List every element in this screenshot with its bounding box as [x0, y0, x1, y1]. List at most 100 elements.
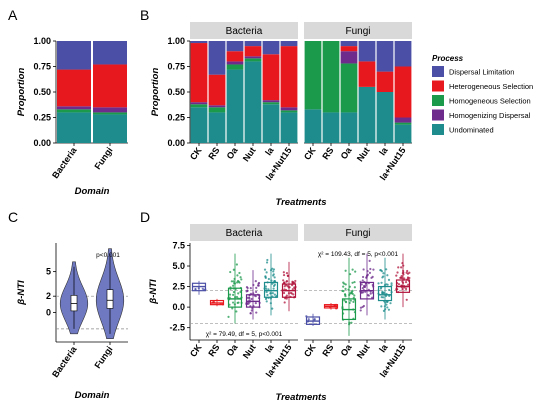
b-bar-segment — [376, 71, 394, 92]
d-jitter-point — [231, 307, 234, 310]
b-x-tick-label: CK — [302, 145, 318, 162]
legend: Process Dispersal Limitation Heterogeneous… — [432, 54, 533, 135]
d-jitter-point — [293, 286, 296, 289]
b-bar-segment — [304, 109, 322, 143]
a-y-tick-label: 0.75 — [33, 62, 51, 72]
d-stats-annotation-fungi: χ² = 109.43, df = 5, p<0.001 — [318, 251, 399, 258]
b-bar-segment — [358, 41, 376, 62]
d-jitter-point — [282, 271, 285, 274]
d-jitter-point — [344, 295, 347, 298]
d-jitter-point — [240, 278, 243, 281]
d-jitter-point — [343, 282, 346, 285]
d-jitter-point — [405, 287, 408, 291]
legend-item-label: Heterogeneous Selection — [449, 82, 533, 91]
d-jitter-point — [254, 302, 257, 305]
panel-label-d: D — [140, 209, 150, 225]
d-jitter-point — [382, 296, 385, 299]
d-jitter-point — [271, 267, 274, 270]
b-bar-segment — [340, 63, 358, 113]
panel-label-c: C — [8, 209, 18, 225]
d-x-tick-label: CK — [188, 342, 204, 359]
b-bar-segment — [262, 54, 280, 101]
d-jitter-point — [273, 276, 276, 279]
d-jitter-point — [286, 274, 290, 277]
d-jitter-point — [255, 286, 258, 289]
b-x-tick-label: Nut — [241, 145, 258, 163]
d-jitter-point — [235, 310, 238, 313]
d-jitter-point — [265, 271, 268, 274]
b-bar-segment — [190, 104, 208, 108]
d-jitter-point — [231, 301, 235, 304]
d-x-tick-label: la — [263, 342, 276, 355]
d-x-tick-label: Oa — [339, 342, 355, 358]
d-facet-strip — [304, 224, 412, 241]
d-y-tick-label: 5.0 — [172, 261, 185, 271]
d-jitter-point — [382, 275, 385, 278]
d-jitter-point — [265, 287, 268, 290]
b-x-tick-label: CK — [188, 145, 204, 162]
d-jitter-point — [380, 270, 384, 273]
d-iqr-box — [377, 285, 393, 302]
a-bar-segment — [93, 107, 127, 113]
b-x-tick-label: Oa — [339, 145, 355, 161]
b-x-tick-label: RS — [320, 145, 335, 161]
d-jitter-point — [370, 276, 373, 279]
b-bar-segment — [280, 110, 298, 113]
d-jitter-point — [385, 303, 388, 306]
d-jitter-point — [389, 302, 392, 305]
b-bar-segment — [322, 112, 340, 143]
b-bar-segment — [340, 46, 358, 52]
a-bar-segment — [57, 109, 91, 113]
legend-item-label: Homogenizing Dispersal — [449, 111, 531, 120]
d-jitter-point — [285, 280, 288, 283]
d-jitter-point — [232, 268, 235, 271]
d-jitter-point — [250, 309, 253, 312]
d-jitter-point — [405, 271, 408, 274]
legend-item-label: Undominated — [449, 126, 494, 135]
d-jitter-point — [263, 268, 267, 271]
d-jitter-point — [236, 274, 239, 277]
d-jitter-point — [285, 272, 289, 275]
b-y-tick-label: 0.00 — [167, 138, 185, 148]
d-jitter-point — [232, 284, 235, 287]
d-jitter-point — [387, 308, 391, 311]
b-bar-segment — [208, 105, 226, 108]
b-bar-segment — [340, 41, 358, 47]
d-jitter-point — [385, 268, 388, 271]
a-y-tick-label: 1.00 — [33, 36, 51, 46]
chart-a: 0.00 0.25 0.50 0.75 1.00 Bacteria Fungi Proport… — [16, 36, 128, 197]
b-bar-segment — [394, 124, 412, 143]
d-jitter-point — [254, 294, 257, 298]
b-bar-segment — [208, 112, 226, 143]
d-jitter-point — [283, 301, 286, 304]
d-jitter-point — [353, 294, 356, 297]
d-jitter-point — [350, 321, 353, 324]
a-x-axis-title: Domain — [75, 186, 110, 197]
b-bar-segment — [190, 43, 208, 103]
legend-swatch — [432, 66, 444, 77]
d-jitter-point — [361, 279, 364, 282]
d-jitter-point — [344, 287, 347, 290]
d-jitter-point — [228, 293, 232, 296]
b-bar-segment — [280, 46, 298, 108]
d-jitter-point — [349, 273, 352, 276]
d-jitter-point — [381, 292, 384, 295]
d-jitter-point — [290, 292, 293, 295]
a-bar-segment — [57, 41, 91, 70]
b-bar-segment — [244, 58, 262, 62]
b-y-tick-label: 1.00 — [167, 36, 185, 46]
b-bar-segment — [244, 56, 262, 59]
d-jitter-point — [351, 281, 354, 284]
d-jitter-point — [382, 309, 386, 312]
a-x-tick-label: Bacteria — [50, 145, 79, 181]
d-jitter-point — [386, 274, 389, 277]
d-jitter-point — [369, 267, 372, 271]
d-jitter-point — [273, 283, 276, 286]
d-jitter-point — [272, 270, 275, 273]
d-jitter-point — [265, 290, 268, 294]
d-jitter-point — [291, 288, 294, 291]
d-jitter-point — [395, 274, 398, 277]
